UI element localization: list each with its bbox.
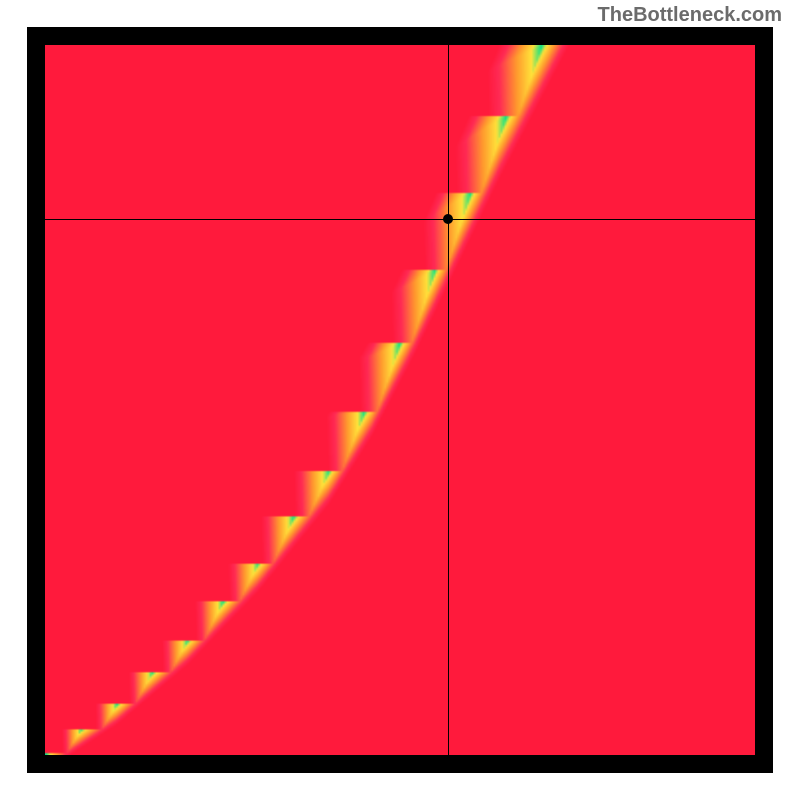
plot-area [45, 45, 755, 755]
chart-frame [27, 27, 773, 773]
crosshair-horizontal [45, 219, 755, 220]
bottleneck-heatmap [45, 45, 755, 755]
watermark-text: TheBottleneck.com [598, 4, 782, 27]
selection-marker[interactable] [443, 214, 453, 224]
crosshair-vertical [448, 45, 449, 755]
